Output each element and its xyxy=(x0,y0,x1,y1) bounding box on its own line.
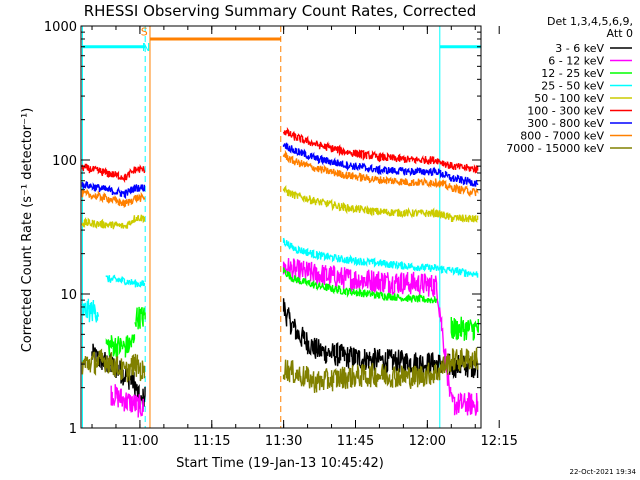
series-trace xyxy=(81,214,146,230)
series-trace xyxy=(81,348,146,383)
series-trace xyxy=(105,334,136,359)
series-trace xyxy=(282,237,479,278)
x-tick-label: 11:30 xyxy=(265,434,302,449)
series-trace xyxy=(81,298,100,323)
legend-label: 12 - 25 keV xyxy=(541,67,604,80)
y-tick-label: 100 xyxy=(52,154,77,169)
y-tick-label: 1000 xyxy=(44,20,77,35)
series-trace xyxy=(134,306,146,330)
series-trace xyxy=(81,188,146,208)
legend-label: 25 - 50 keV xyxy=(541,80,604,93)
legend-label: 6 - 12 keV xyxy=(548,55,604,68)
series-trace xyxy=(105,274,146,288)
marker-label: N xyxy=(142,41,150,54)
x-tick-label: 12:15 xyxy=(480,434,517,449)
series-trace xyxy=(282,347,479,393)
series-trace xyxy=(282,267,438,304)
series-trace xyxy=(282,126,479,174)
legend-header: Att 0 xyxy=(607,27,633,40)
legend-label: 50 - 100 keV xyxy=(534,92,604,105)
series-trace xyxy=(450,316,479,341)
x-tick-label: 11:15 xyxy=(193,434,230,449)
marker-label: S xyxy=(141,25,148,38)
series-trace xyxy=(282,184,479,223)
series-trace xyxy=(110,384,144,418)
legend-label: 800 - 7000 keV xyxy=(520,130,604,143)
series-trace xyxy=(81,163,146,184)
x-tick-label: 12:00 xyxy=(409,434,446,449)
legend-label: 300 - 800 keV xyxy=(527,117,604,130)
x-tick-label: 11:45 xyxy=(337,434,374,449)
legend-label: 3 - 6 keV xyxy=(555,42,604,55)
legend-label: 100 - 300 keV xyxy=(527,105,604,118)
y-tick-label: 1 xyxy=(69,422,77,437)
date-stamp: 22-Oct-2021 19:34 xyxy=(570,468,637,476)
chart-title: RHESSI Observing Summary Count Rates, Co… xyxy=(84,2,477,20)
series-trace xyxy=(282,142,479,188)
x-tick-label: 11:00 xyxy=(121,434,158,449)
y-tick-label: 10 xyxy=(60,288,77,303)
plot-frame xyxy=(80,25,482,429)
x-axis-label: Start Time (19-Jan-13 10:45:42) xyxy=(176,456,384,471)
y-axis-label: Corrected Count Rate (s⁻¹ detector⁻¹) xyxy=(20,108,35,353)
legend-label: 7000 - 15000 keV xyxy=(506,142,604,155)
legend-header: Det 1,3,4,5,6,9, xyxy=(547,15,633,28)
series-trace xyxy=(81,181,146,200)
series-trace xyxy=(282,149,479,198)
